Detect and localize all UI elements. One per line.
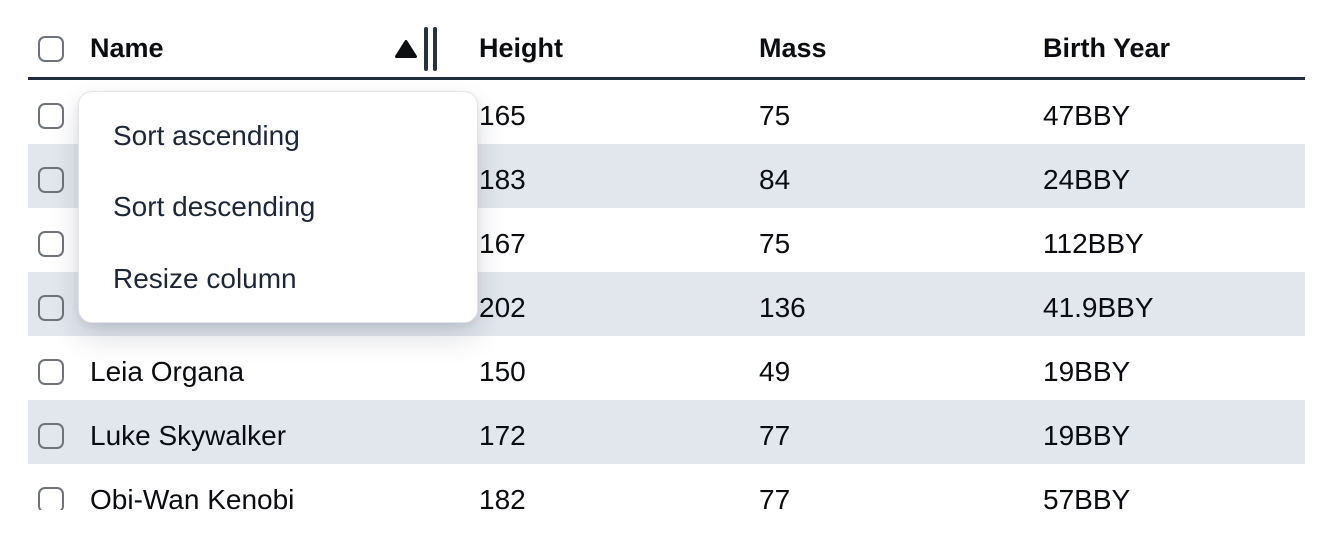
menu-item-sort-descending[interactable]: Sort descending <box>113 191 316 223</box>
cell-birth-year: 112BBY <box>1043 228 1144 259</box>
sort-ascending-icon <box>395 39 417 58</box>
cell-mass: 84 <box>759 164 791 195</box>
row-checkbox[interactable] <box>38 167 64 193</box>
cell-mass: 49 <box>759 356 791 387</box>
column-header-name-label: Name <box>90 33 164 63</box>
row-checkbox[interactable] <box>38 231 64 257</box>
cell-height: 183 <box>479 164 526 195</box>
cell-birth-year: 47BBY <box>1043 100 1131 131</box>
column-header-name[interactable]: Name <box>78 20 477 77</box>
row-checkbox[interactable] <box>38 487 64 510</box>
cell-birth-year: 19BBY <box>1043 420 1131 451</box>
cell-birth-year: 19BBY <box>1043 356 1131 387</box>
table-header-row: Name Height Mass Birth Year <box>28 0 1305 80</box>
table-row[interactable]: Obi-Wan Kenobi 182 77 57BBY <box>28 464 1305 510</box>
cell-mass: 75 <box>759 228 791 259</box>
cell-mass: 136 <box>759 292 806 323</box>
cell-birth-year: 41.9BBY <box>1043 292 1154 323</box>
menu-item-resize-column[interactable]: Resize column <box>113 262 297 294</box>
row-checkbox[interactable] <box>38 359 64 385</box>
cell-name: Obi-Wan Kenobi <box>90 484 295 510</box>
cell-mass: 75 <box>759 100 791 131</box>
cell-name: Luke Skywalker <box>90 420 287 451</box>
table-row[interactable]: Luke Skywalker 172 77 19BBY <box>28 400 1305 464</box>
cell-name: Leia Organa <box>90 356 245 387</box>
cell-height: 150 <box>479 356 526 387</box>
row-checkbox[interactable] <box>38 423 64 449</box>
cell-mass: 77 <box>759 484 791 510</box>
select-all-checkbox[interactable] <box>38 35 64 62</box>
row-checkbox[interactable] <box>38 103 64 129</box>
table-row[interactable]: Leia Organa 150 49 19BBY <box>28 336 1305 400</box>
row-checkbox[interactable] <box>38 295 64 321</box>
cell-height: 202 <box>479 292 526 323</box>
column-context-menu: Sort ascending Sort descending Resize co… <box>78 91 478 323</box>
cell-height: 165 <box>479 100 526 131</box>
cell-birth-year: 24BBY <box>1043 164 1131 195</box>
select-all-cell <box>28 35 78 62</box>
cell-birth-year: 57BBY <box>1043 484 1131 510</box>
cell-height: 172 <box>479 420 526 451</box>
cell-mass: 77 <box>759 420 791 451</box>
column-header-height[interactable]: Height <box>479 33 563 63</box>
column-header-mass[interactable]: Mass <box>759 33 827 63</box>
cell-height: 182 <box>479 484 526 510</box>
cell-height: 167 <box>479 228 526 259</box>
menu-item-sort-ascending[interactable]: Sort ascending <box>113 119 300 151</box>
column-header-birth-year[interactable]: Birth Year <box>1043 33 1171 63</box>
column-resize-handle[interactable] <box>424 26 437 71</box>
